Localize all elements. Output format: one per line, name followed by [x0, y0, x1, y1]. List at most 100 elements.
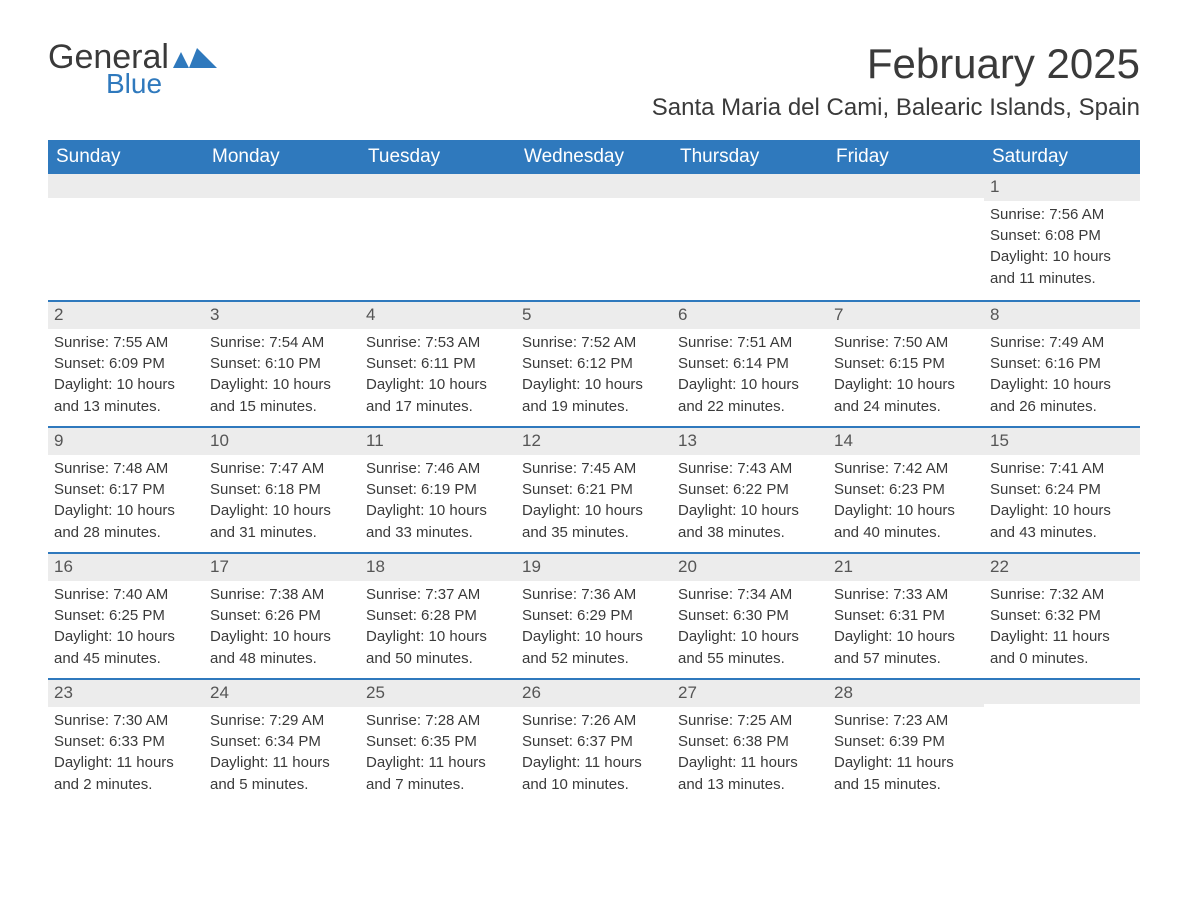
daylight-text-1: Daylight: 11 hours: [366, 753, 510, 773]
daylight-text-1: Daylight: 10 hours: [990, 375, 1134, 395]
week-row: 2Sunrise: 7:55 AMSunset: 6:09 PMDaylight…: [48, 300, 1140, 426]
sunrise-text: Sunrise: 7:28 AM: [366, 711, 510, 731]
day-cell: 26Sunrise: 7:26 AMSunset: 6:37 PMDayligh…: [516, 680, 672, 804]
day-number: 25: [360, 680, 516, 707]
day-number: 19: [516, 554, 672, 581]
sunset-text: Sunset: 6:16 PM: [990, 354, 1134, 374]
daylight-text-1: Daylight: 10 hours: [366, 375, 510, 395]
daylight-text-2: and 7 minutes.: [366, 775, 510, 795]
daylight-text-1: Daylight: 11 hours: [210, 753, 354, 773]
sunrise-text: Sunrise: 7:30 AM: [54, 711, 198, 731]
sunset-text: Sunset: 6:15 PM: [834, 354, 978, 374]
day-cell: 12Sunrise: 7:45 AMSunset: 6:21 PMDayligh…: [516, 428, 672, 552]
day-header-fri: Friday: [828, 140, 984, 174]
daylight-text-2: and 45 minutes.: [54, 649, 198, 669]
daylight-text-2: and 5 minutes.: [210, 775, 354, 795]
day-cell: 23Sunrise: 7:30 AMSunset: 6:33 PMDayligh…: [48, 680, 204, 804]
day-body: Sunrise: 7:37 AMSunset: 6:28 PMDaylight:…: [360, 581, 516, 678]
sunrise-text: Sunrise: 7:55 AM: [54, 333, 198, 353]
day-number-empty: [48, 174, 204, 198]
day-body: Sunrise: 7:28 AMSunset: 6:35 PMDaylight:…: [360, 707, 516, 804]
day-number: 21: [828, 554, 984, 581]
daylight-text-2: and 19 minutes.: [522, 397, 666, 417]
daylight-text-2: and 26 minutes.: [990, 397, 1134, 417]
day-cell: [672, 174, 828, 300]
daylight-text-2: and 0 minutes.: [990, 649, 1134, 669]
daylight-text-1: Daylight: 10 hours: [990, 501, 1134, 521]
day-cell: 1Sunrise: 7:56 AMSunset: 6:08 PMDaylight…: [984, 174, 1140, 300]
day-cell: 11Sunrise: 7:46 AMSunset: 6:19 PMDayligh…: [360, 428, 516, 552]
day-body: Sunrise: 7:46 AMSunset: 6:19 PMDaylight:…: [360, 455, 516, 552]
daylight-text-2: and 31 minutes.: [210, 523, 354, 543]
day-cell: 17Sunrise: 7:38 AMSunset: 6:26 PMDayligh…: [204, 554, 360, 678]
day-cell: 21Sunrise: 7:33 AMSunset: 6:31 PMDayligh…: [828, 554, 984, 678]
day-number-empty: [360, 174, 516, 198]
day-body: Sunrise: 7:56 AMSunset: 6:08 PMDaylight:…: [984, 201, 1140, 298]
day-cell: [204, 174, 360, 300]
day-body: Sunrise: 7:33 AMSunset: 6:31 PMDaylight:…: [828, 581, 984, 678]
day-body: Sunrise: 7:40 AMSunset: 6:25 PMDaylight:…: [48, 581, 204, 678]
sunrise-text: Sunrise: 7:48 AM: [54, 459, 198, 479]
daylight-text-2: and 38 minutes.: [678, 523, 822, 543]
daylight-text-1: Daylight: 10 hours: [54, 627, 198, 647]
sunrise-text: Sunrise: 7:25 AM: [678, 711, 822, 731]
day-cell: [48, 174, 204, 300]
day-cell: 8Sunrise: 7:49 AMSunset: 6:16 PMDaylight…: [984, 302, 1140, 426]
sunset-text: Sunset: 6:28 PM: [366, 606, 510, 626]
day-number: 4: [360, 302, 516, 329]
sunrise-text: Sunrise: 7:43 AM: [678, 459, 822, 479]
week-row: 23Sunrise: 7:30 AMSunset: 6:33 PMDayligh…: [48, 678, 1140, 804]
day-body: Sunrise: 7:53 AMSunset: 6:11 PMDaylight:…: [360, 329, 516, 426]
day-header-sun: Sunday: [48, 140, 204, 174]
sunset-text: Sunset: 6:32 PM: [990, 606, 1134, 626]
daylight-text-2: and 57 minutes.: [834, 649, 978, 669]
day-body: Sunrise: 7:23 AMSunset: 6:39 PMDaylight:…: [828, 707, 984, 804]
daylight-text-2: and 13 minutes.: [54, 397, 198, 417]
daylight-text-2: and 35 minutes.: [522, 523, 666, 543]
daylight-text-1: Daylight: 11 hours: [990, 627, 1134, 647]
day-number: 17: [204, 554, 360, 581]
sunrise-text: Sunrise: 7:50 AM: [834, 333, 978, 353]
day-number: 6: [672, 302, 828, 329]
sunrise-text: Sunrise: 7:51 AM: [678, 333, 822, 353]
day-number: 23: [48, 680, 204, 707]
month-title: February 2025: [652, 40, 1140, 88]
day-body: Sunrise: 7:32 AMSunset: 6:32 PMDaylight:…: [984, 581, 1140, 678]
sunrise-text: Sunrise: 7:54 AM: [210, 333, 354, 353]
sunrise-text: Sunrise: 7:32 AM: [990, 585, 1134, 605]
daylight-text-1: Daylight: 10 hours: [522, 501, 666, 521]
sunrise-text: Sunrise: 7:47 AM: [210, 459, 354, 479]
header: General Blue February 2025 Santa Maria d…: [48, 40, 1140, 122]
day-number: 13: [672, 428, 828, 455]
day-cell: 24Sunrise: 7:29 AMSunset: 6:34 PMDayligh…: [204, 680, 360, 804]
day-header-thu: Thursday: [672, 140, 828, 174]
sunrise-text: Sunrise: 7:45 AM: [522, 459, 666, 479]
day-number: 14: [828, 428, 984, 455]
day-number: 24: [204, 680, 360, 707]
daylight-text-2: and 13 minutes.: [678, 775, 822, 795]
day-number: 12: [516, 428, 672, 455]
sunset-text: Sunset: 6:25 PM: [54, 606, 198, 626]
day-number-empty: [516, 174, 672, 198]
sunset-text: Sunset: 6:35 PM: [366, 732, 510, 752]
day-number: 22: [984, 554, 1140, 581]
week-row: 16Sunrise: 7:40 AMSunset: 6:25 PMDayligh…: [48, 552, 1140, 678]
daylight-text-2: and 22 minutes.: [678, 397, 822, 417]
sunrise-text: Sunrise: 7:42 AM: [834, 459, 978, 479]
daylight-text-1: Daylight: 11 hours: [678, 753, 822, 773]
daylight-text-1: Daylight: 10 hours: [210, 375, 354, 395]
sunset-text: Sunset: 6:17 PM: [54, 480, 198, 500]
sunrise-text: Sunrise: 7:34 AM: [678, 585, 822, 605]
daylight-text-1: Daylight: 10 hours: [678, 501, 822, 521]
weeks-container: 1Sunrise: 7:56 AMSunset: 6:08 PMDaylight…: [48, 174, 1140, 804]
day-cell: 10Sunrise: 7:47 AMSunset: 6:18 PMDayligh…: [204, 428, 360, 552]
daylight-text-1: Daylight: 11 hours: [834, 753, 978, 773]
calendar-page: General Blue February 2025 Santa Maria d…: [0, 0, 1188, 918]
day-number: 26: [516, 680, 672, 707]
day-body: Sunrise: 7:49 AMSunset: 6:16 PMDaylight:…: [984, 329, 1140, 426]
sunrise-text: Sunrise: 7:26 AM: [522, 711, 666, 731]
day-body: Sunrise: 7:54 AMSunset: 6:10 PMDaylight:…: [204, 329, 360, 426]
sunrise-text: Sunrise: 7:49 AM: [990, 333, 1134, 353]
day-number: 9: [48, 428, 204, 455]
sunset-text: Sunset: 6:23 PM: [834, 480, 978, 500]
